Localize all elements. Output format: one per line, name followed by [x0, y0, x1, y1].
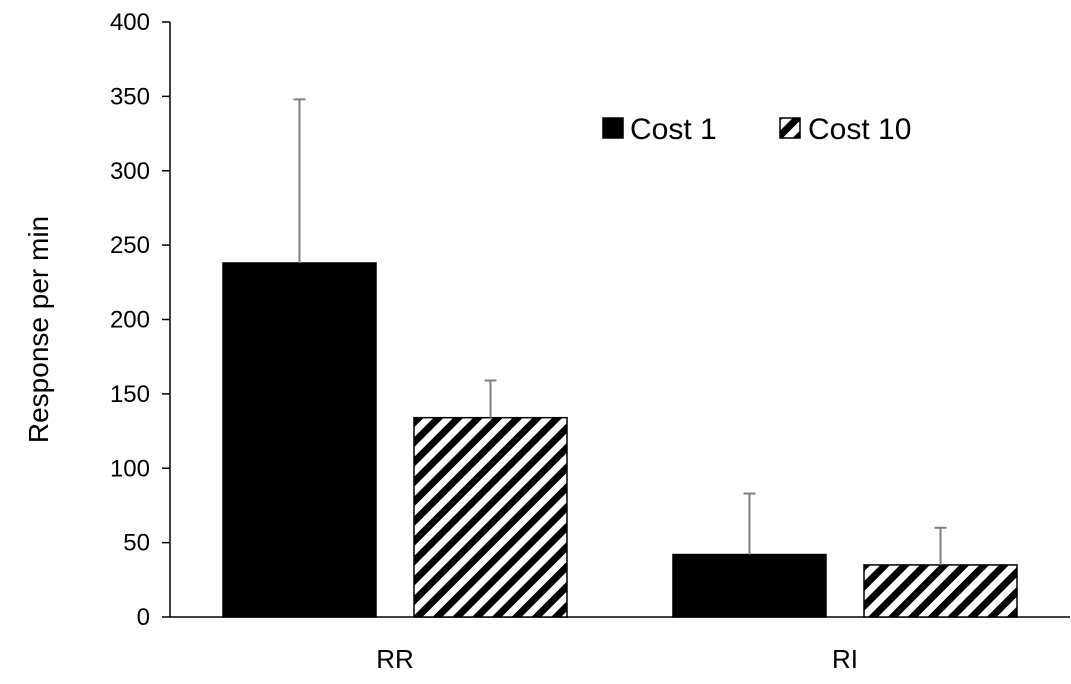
bar-ri-cost-1 [672, 553, 827, 618]
y-tick-label: 50 [123, 530, 150, 557]
y-axis-title: Response per min [23, 216, 54, 443]
y-tick-label: 300 [110, 158, 150, 185]
y-tick-label: 250 [110, 232, 150, 259]
legend-label: Cost 1 [630, 113, 717, 146]
legend-label: Cost 10 [808, 113, 911, 146]
y-tick-label: 350 [110, 83, 150, 110]
bar-rr-cost-10 [413, 416, 568, 618]
y-tick-label: 100 [110, 455, 150, 482]
y-tick-label: 0 [137, 604, 150, 631]
bar-ri-cost-10 [863, 564, 1018, 618]
y-tick-label: 400 [110, 9, 150, 36]
x-category-label: RR [376, 644, 414, 674]
y-tick-label: 150 [110, 381, 150, 408]
legend-swatch-cost-1 [602, 117, 624, 139]
bar-rr-cost-1 [222, 262, 377, 618]
x-category-label: RI [832, 644, 858, 674]
y-tick-label: 200 [110, 307, 150, 334]
legend-swatch-cost-10 [779, 117, 801, 139]
